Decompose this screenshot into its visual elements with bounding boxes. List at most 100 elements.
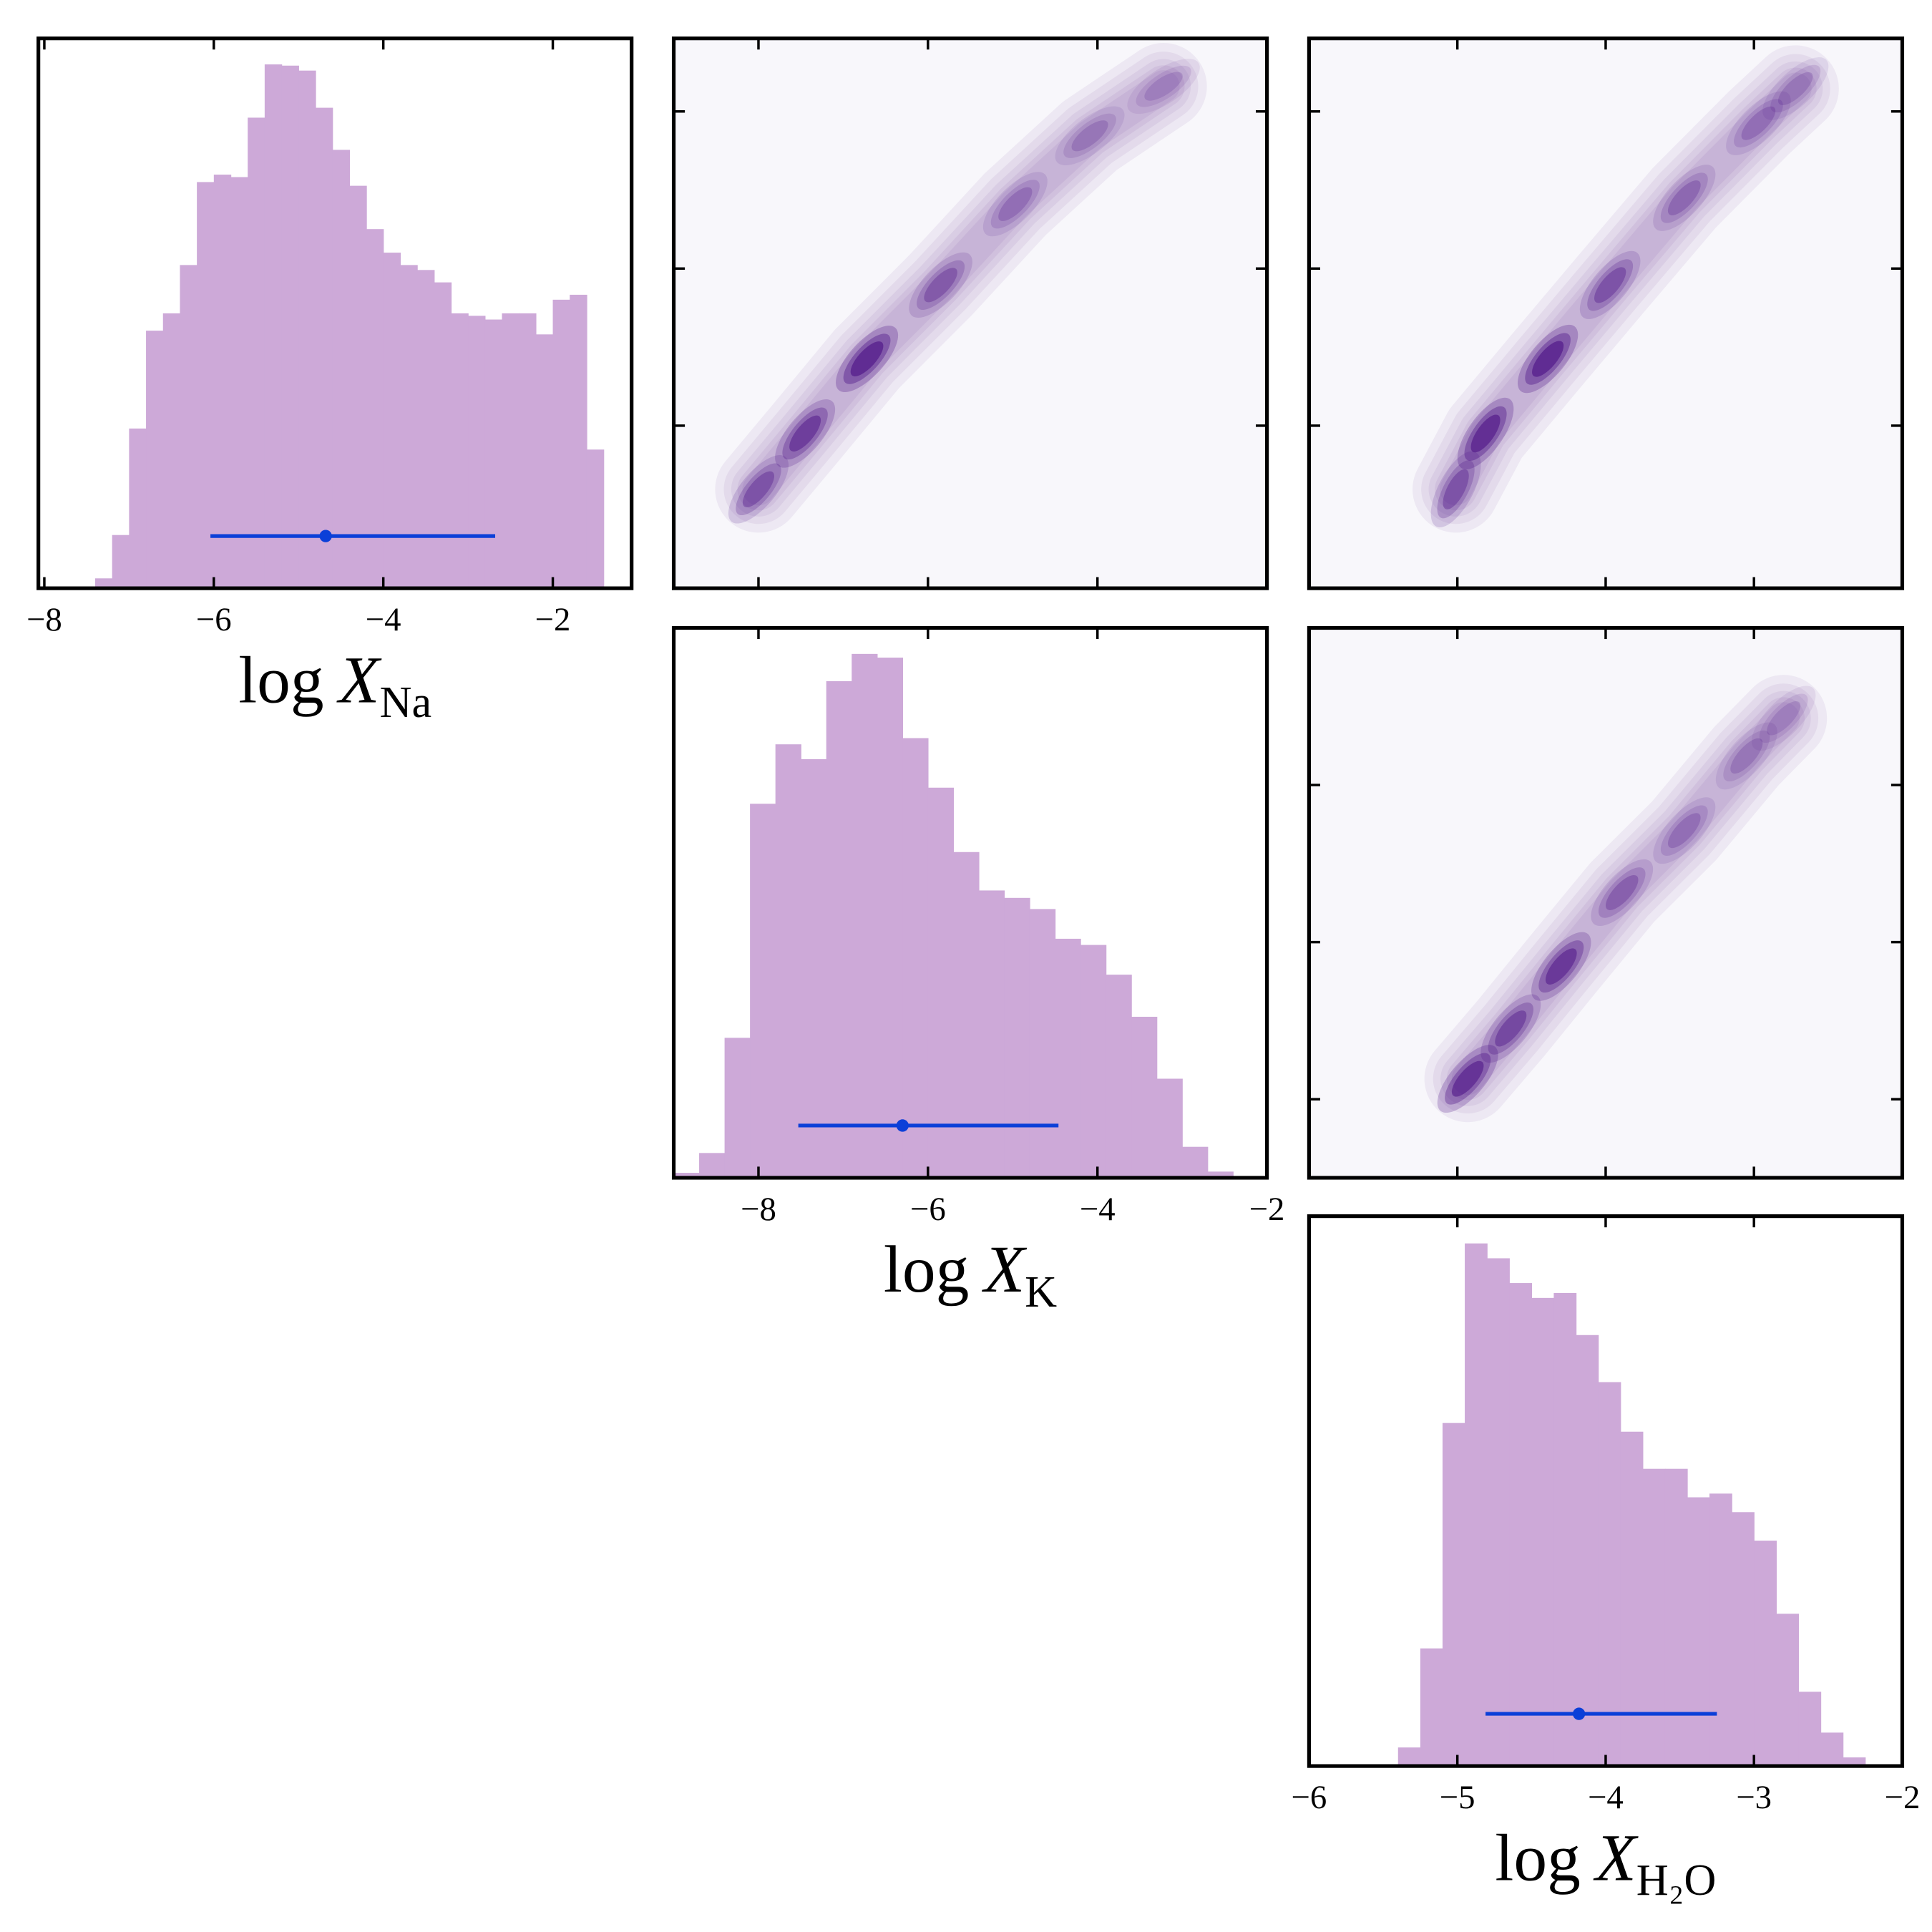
density-blob	[1579, 250, 1641, 319]
x-label-var: X	[981, 1233, 1028, 1307]
density-halo	[1424, 675, 1828, 1123]
panel-frame	[1307, 36, 1905, 590]
hist-bar	[162, 313, 181, 589]
x-label-sub: Na	[379, 678, 431, 727]
hist-bar	[1029, 909, 1056, 1178]
density-blob	[924, 268, 957, 303]
hist-bar	[1004, 897, 1030, 1178]
hist-bar	[586, 449, 605, 589]
panel: −8 −6 −4 −2 log XNa	[26, 36, 634, 727]
density-blob	[917, 260, 965, 310]
density-blob	[1055, 106, 1125, 166]
x-axis-label: log XK	[884, 1233, 1057, 1317]
density-halo	[742, 70, 1180, 506]
density-blob	[1488, 1002, 1533, 1055]
density-blob	[1715, 722, 1777, 790]
hist-bar	[315, 107, 333, 589]
hist-bar	[1776, 1614, 1800, 1767]
x-label-sub: H₂O	[1636, 1855, 1717, 1905]
hist-bar	[1487, 1258, 1510, 1767]
hist-bar	[1207, 1171, 1234, 1178]
density-blob	[775, 399, 836, 468]
hist-bar	[1664, 1468, 1688, 1767]
hist-bar	[1509, 1283, 1533, 1767]
hist-bar	[1397, 1747, 1421, 1767]
density-blob	[1538, 940, 1584, 993]
density-blob	[1587, 259, 1634, 311]
panel-frame	[1307, 625, 1905, 1180]
density-blob	[1127, 59, 1200, 114]
density-blob	[998, 187, 1033, 221]
density-blob	[1723, 730, 1770, 782]
hist-bar	[801, 758, 827, 1178]
density-blob	[789, 415, 821, 452]
density-blob	[1653, 165, 1716, 231]
hist-bar	[95, 578, 113, 589]
density-halo	[1433, 683, 1819, 1114]
hist-bar	[112, 535, 130, 589]
hist-bar	[366, 229, 384, 589]
density-blob	[1437, 1045, 1498, 1113]
density-halo	[723, 52, 1199, 525]
panel-background	[1309, 628, 1903, 1178]
hist-bar	[281, 65, 299, 589]
hist-bar	[1709, 1493, 1732, 1767]
panel-frame	[36, 36, 634, 590]
density-blob	[1445, 1053, 1491, 1105]
hist-bar	[570, 294, 587, 589]
density-halo	[1421, 54, 1830, 525]
density-halo	[1413, 45, 1839, 533]
density-blob	[1726, 91, 1791, 155]
x-tick-label: −3	[1736, 1779, 1772, 1816]
hist-bar	[1576, 1335, 1599, 1767]
hist-bar	[519, 313, 537, 589]
hist-bar	[724, 1038, 751, 1178]
hist-bar	[927, 787, 955, 1178]
density	[715, 43, 1207, 533]
hist-bar	[1642, 1468, 1666, 1767]
hist-bar	[775, 744, 801, 1178]
hist-bar	[332, 150, 350, 589]
density-blob	[982, 172, 1048, 237]
hist-bar	[434, 282, 452, 589]
hist-bar	[852, 653, 878, 1178]
panel: −8 −6 −4 −2 log XK	[671, 625, 1285, 1317]
density-blob	[1777, 72, 1813, 105]
panel	[1307, 36, 1905, 590]
x-tick-label: −6	[910, 1191, 946, 1228]
density-blob	[1531, 932, 1591, 1001]
density-blob	[1653, 797, 1716, 864]
density-blob	[736, 463, 781, 516]
hist-bar	[1820, 1732, 1844, 1767]
x-tick-label: −2	[1249, 1191, 1285, 1228]
density-blob	[1767, 701, 1801, 736]
x-label-var: X	[1593, 1821, 1639, 1895]
hist-bar	[349, 185, 367, 589]
density-blob	[850, 341, 884, 376]
density-blob	[1598, 867, 1646, 918]
hist-bar	[1843, 1757, 1866, 1767]
hist-bar	[180, 265, 197, 589]
hist-bar	[1465, 1243, 1488, 1767]
x-label-log: log	[1495, 1821, 1580, 1895]
density-blob	[1545, 948, 1577, 985]
x-axis-label: log XNa	[238, 643, 431, 727]
hist-bar	[1420, 1648, 1443, 1767]
density-halo	[737, 65, 1185, 511]
density-blob	[1532, 341, 1564, 377]
x-tick-label: −4	[1588, 1779, 1624, 1816]
density-blob	[1437, 460, 1475, 519]
hist-bar	[1553, 1292, 1577, 1767]
hist-bar	[535, 334, 554, 589]
hist-bar	[1531, 1297, 1555, 1767]
hist-bar	[383, 253, 401, 589]
density-blob	[1660, 172, 1708, 223]
density-halo	[731, 59, 1191, 517]
x-tick-label: −8	[26, 601, 62, 638]
hist-bar	[1156, 1078, 1183, 1178]
hist-bar	[451, 313, 469, 589]
hist-bar	[213, 175, 232, 589]
density-blob	[1430, 451, 1481, 527]
density-blob	[1591, 859, 1654, 927]
